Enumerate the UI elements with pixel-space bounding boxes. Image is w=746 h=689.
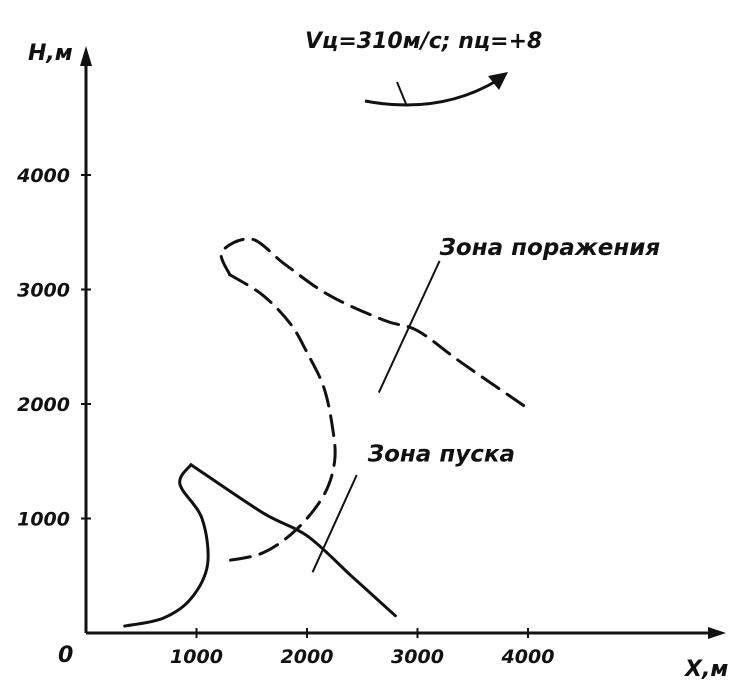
annotations-layer: Зона поражения Зона пуска [311,235,661,573]
ticks: 1000 2000 3000 4000 1000 2000 3000 4000 [16,165,554,668]
origin-label: 0 [58,643,73,668]
x-axis-arrow [708,627,726,639]
series-line-3 [189,463,397,618]
annotation-leader-2 [311,474,358,573]
y-axis-label: Н,м [28,41,73,66]
x-axis-label: X,м [683,657,728,682]
x-tick-label-4000: 4000 [501,646,555,668]
series-line-2 [224,273,337,563]
trajectory-curve [364,78,499,107]
axes [80,46,726,639]
y-tick-label-1000: 1000 [17,509,70,531]
y-tick-label-3000: 3000 [17,280,70,302]
y-tick-label-2000: 2000 [17,394,70,416]
labels-layer: Н,м X,м 0 Vц=310м/с; nц=+8 [28,29,728,682]
annotation-leader-1 [377,260,441,393]
y-tick-label-4000: 4000 [16,165,70,187]
series-line-1 [219,237,530,411]
series-line-4 [123,463,210,628]
series-layer [123,237,530,628]
y-axis-arrow [80,46,92,66]
x-tick-label-3000: 3000 [391,646,444,668]
x-tick-label-2000: 2000 [281,646,334,668]
arrowhead [488,72,508,90]
trajectory-tick [396,81,407,105]
annotation-label-1: Зона поражения [439,235,661,261]
target-params: Vц=310м/с; nц=+8 [305,29,542,54]
annotation-label-2: Зона пуска [367,441,515,467]
x-tick-label-1000: 1000 [170,646,223,668]
target-motion-arrow [364,72,508,107]
